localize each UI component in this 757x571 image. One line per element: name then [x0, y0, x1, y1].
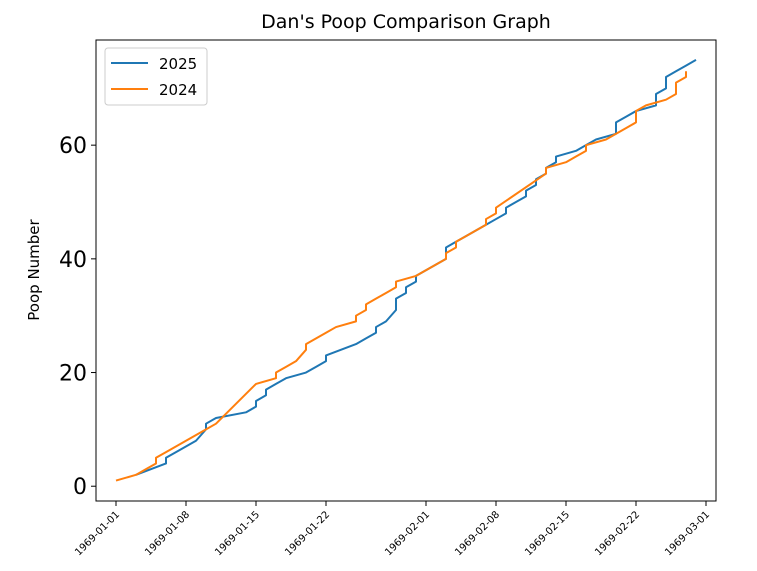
y-tick-label: 0 — [73, 475, 87, 500]
line-series — [115, 71, 687, 482]
legend-label: 2024 — [159, 81, 197, 99]
y-tick-label: 40 — [59, 248, 87, 273]
plot-frame — [95, 39, 717, 502]
line-series — [135, 59, 697, 476]
chart-title: Dan's Poop Comparison Graph — [261, 11, 551, 33]
y-axis-label: Poop Number — [25, 218, 43, 320]
y-tick-label: 20 — [59, 362, 87, 387]
y-tick-label: 60 — [59, 134, 87, 159]
legend-label: 2025 — [159, 55, 197, 73]
